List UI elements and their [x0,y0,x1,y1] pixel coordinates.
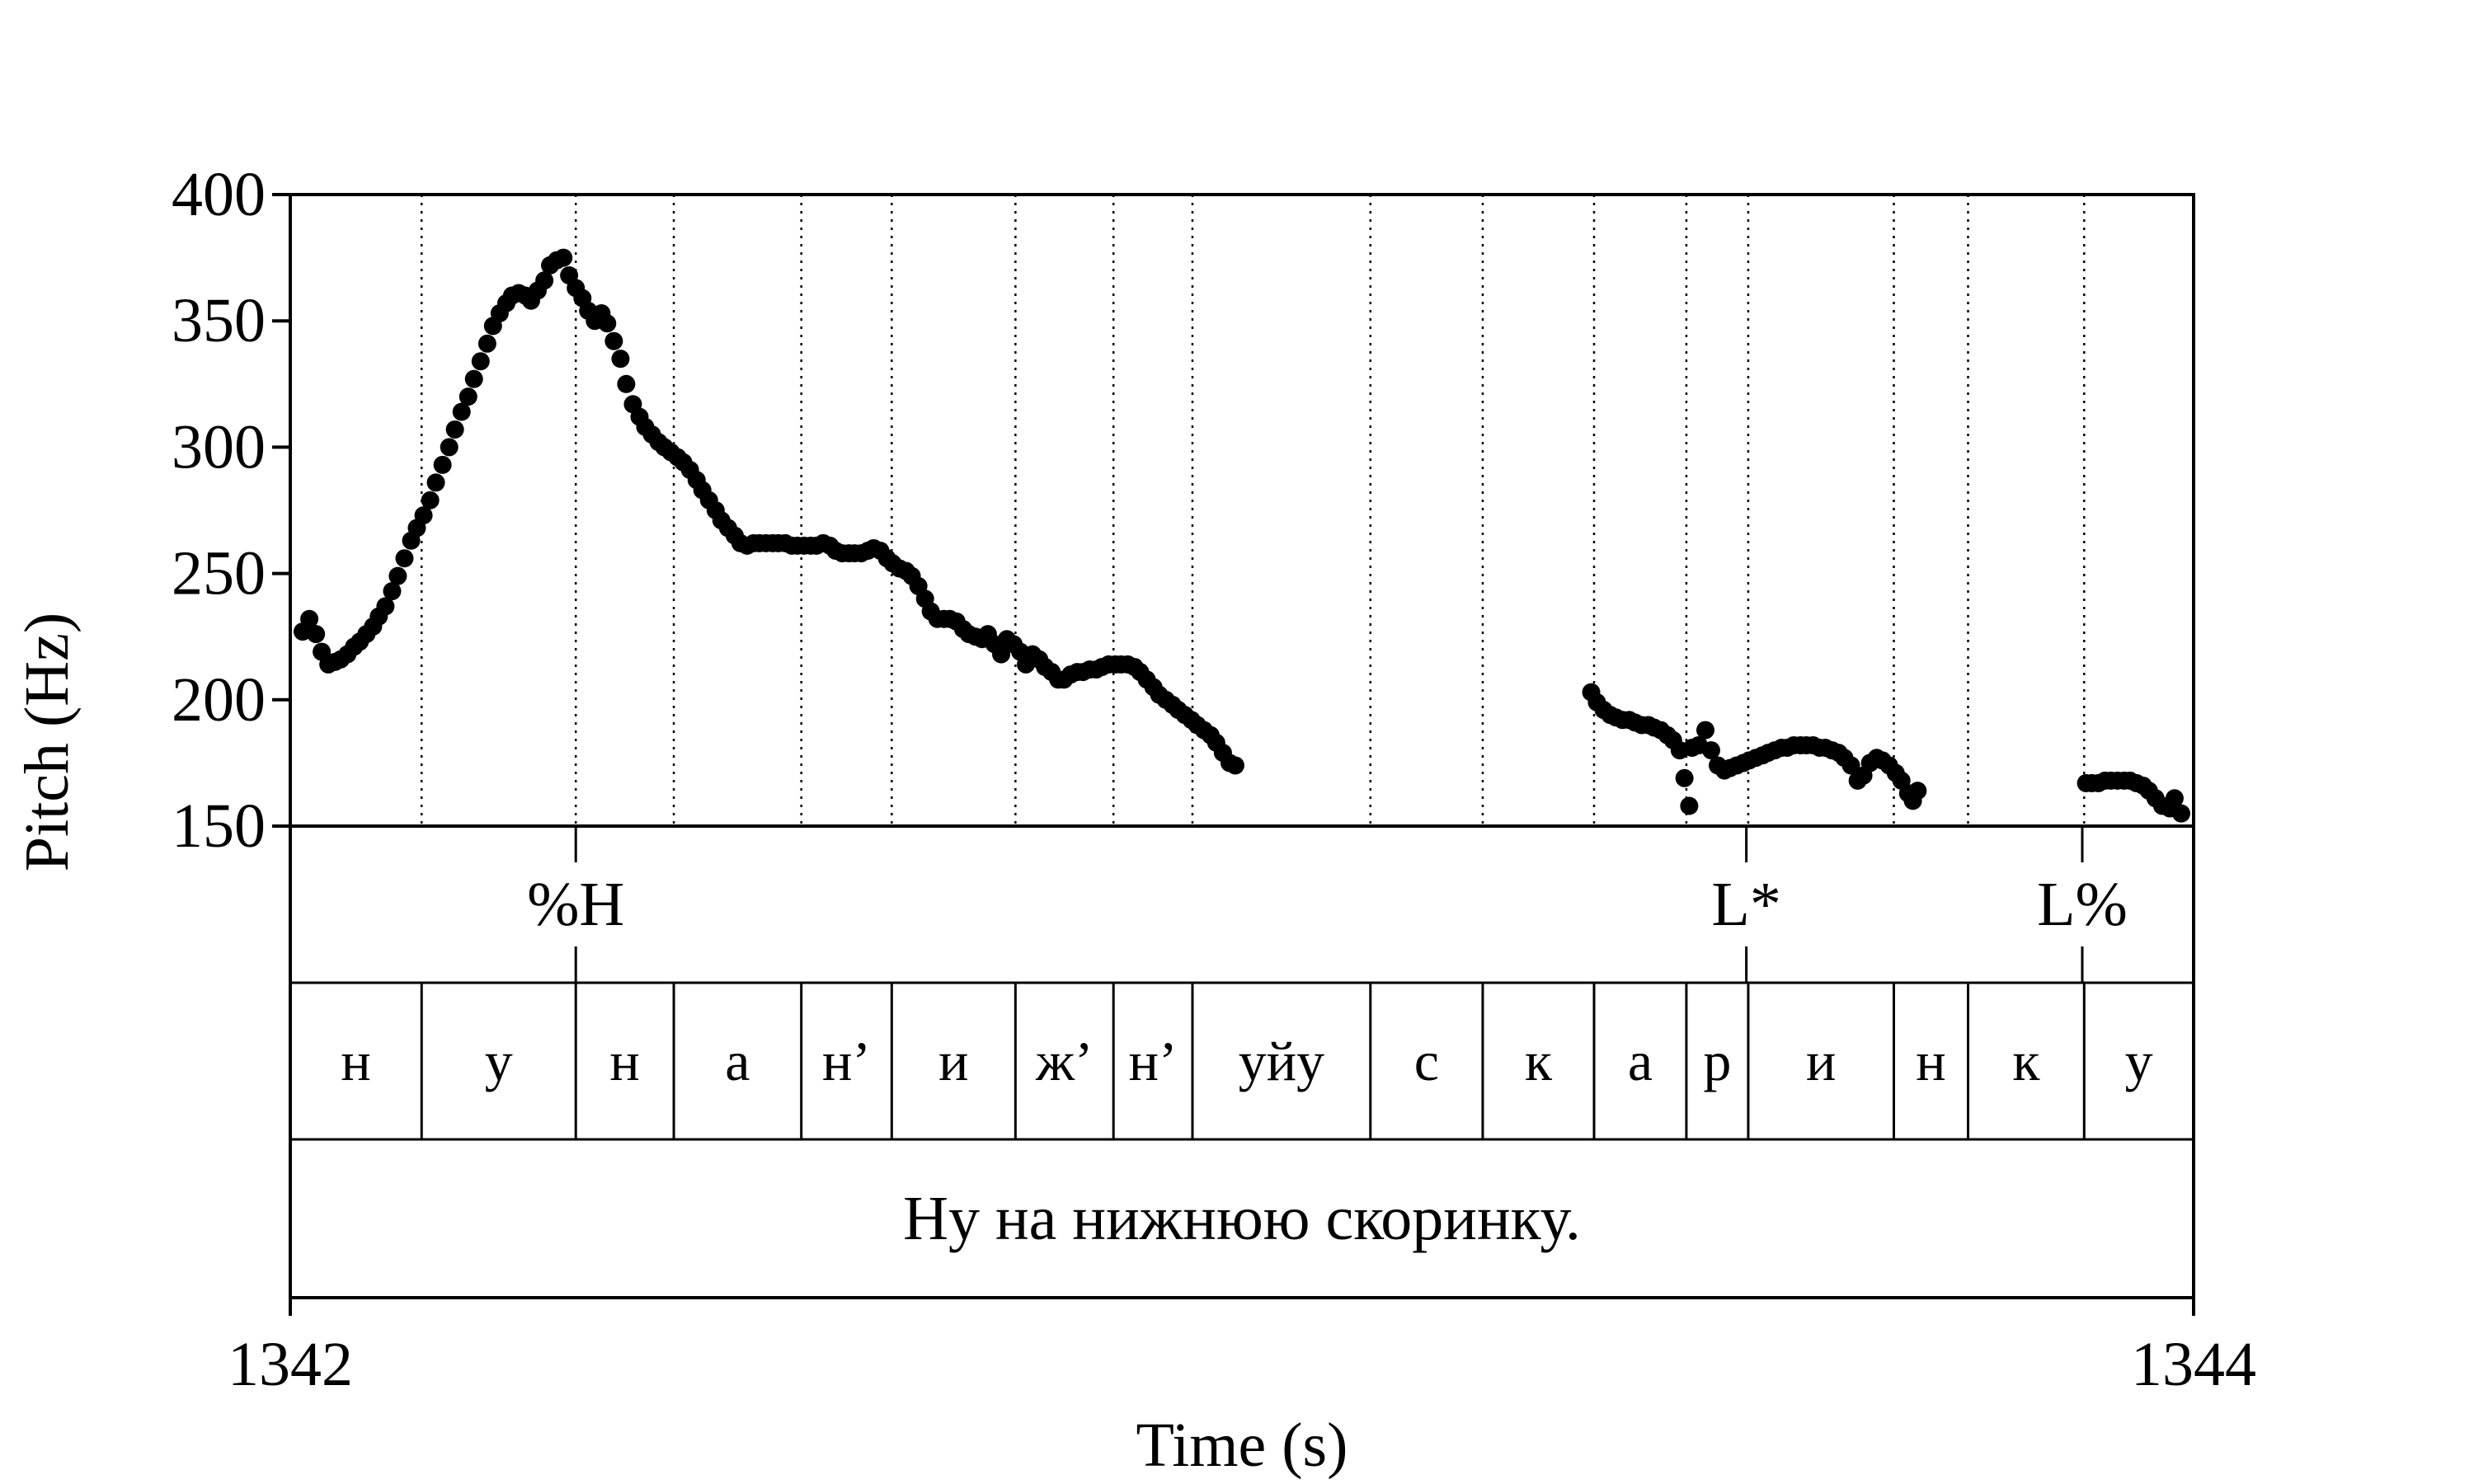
tone-label: L* [1711,870,1780,939]
segment-label: к [1525,1030,1553,1092]
pitch-point [1225,756,1244,775]
x-tick-label-end: 1344 [2131,1330,2256,1399]
pitch-point [388,566,407,585]
pitch-point [535,271,554,290]
segment-label: к [2012,1030,2040,1092]
pitch-point [1841,756,1860,775]
pitch-point [2165,789,2184,808]
pitch-point [440,438,459,457]
tier-panel-frame [289,824,2195,1299]
y-tick-label: 350 [172,286,266,355]
y-tick-label: 400 [172,160,266,229]
pitch-point [307,625,326,644]
segment-label: р [1703,1030,1731,1092]
pitch-point [598,314,617,333]
tone-label: %H [527,870,624,939]
pitch-point [452,402,471,421]
segment-label: н [1916,1030,1945,1092]
segment-label: у [2125,1030,2153,1092]
pitch-point [604,331,623,350]
segment-label: а [725,1030,750,1092]
x-tick-label-start: 1342 [228,1330,353,1399]
pitch-point [445,420,464,439]
pitch-point [376,597,395,616]
y-tick-label: 150 [172,791,266,861]
pitch-point [617,374,636,393]
pitch-point [414,506,433,525]
pitch-point [1675,768,1694,787]
segment-label: н’ [1129,1030,1178,1092]
pitch-point [421,491,440,510]
segment-label: н [609,1030,639,1092]
segment-label: н [341,1030,370,1092]
y-tick-label: 300 [172,412,266,481]
y-axis-title: Pitch (Hz) [12,613,82,871]
pitch-point [459,387,477,406]
x-axis: 1342 1344 [228,1298,2256,1399]
segment-label: ж’ [1035,1030,1094,1092]
pitch-points [294,248,2190,823]
word-tier: Ну на нижнюю скоринку. [903,1184,1581,1253]
pitch-point [554,248,573,267]
pitch-point [1696,721,1714,740]
segment-label: уйу [1239,1030,1324,1092]
pitch-point [395,549,414,568]
pitch-point [471,352,490,371]
y-axis: 150 200 250 300 350 400 [172,160,290,861]
segment-label: н’ [822,1030,871,1092]
pitch-point [426,473,445,492]
word-label: Ну на нижнюю скоринку. [903,1184,1581,1253]
pitch-point [433,455,452,474]
pitch-point [992,645,1011,664]
pitch-point [383,582,402,601]
segment-label: и [938,1030,968,1092]
segment-tier: н у н а н’ и ж’ н’ уйу с к а р и н к у [341,983,2153,1139]
pitch-point [2171,804,2190,823]
pitch-point [1680,796,1699,815]
pitch-point [611,350,630,369]
pitch-point [1701,741,1720,760]
y-tick-label: 200 [172,665,266,735]
pitch-point [300,609,319,628]
segment-label: у [485,1030,513,1092]
x-axis-title: Time (s) [1136,1411,1348,1480]
tone-tier: %H L* L% [527,826,2128,983]
pitch-point [1908,782,1927,801]
pitch-point [464,369,483,388]
segment-label: а [1628,1030,1653,1092]
segment-label: с [1414,1030,1439,1092]
segment-label: и [1806,1030,1836,1092]
segment-boundary-lines [421,195,2086,826]
y-tick-label: 250 [172,539,266,608]
tone-label: L% [2037,870,2128,939]
pitch-point [477,334,496,353]
